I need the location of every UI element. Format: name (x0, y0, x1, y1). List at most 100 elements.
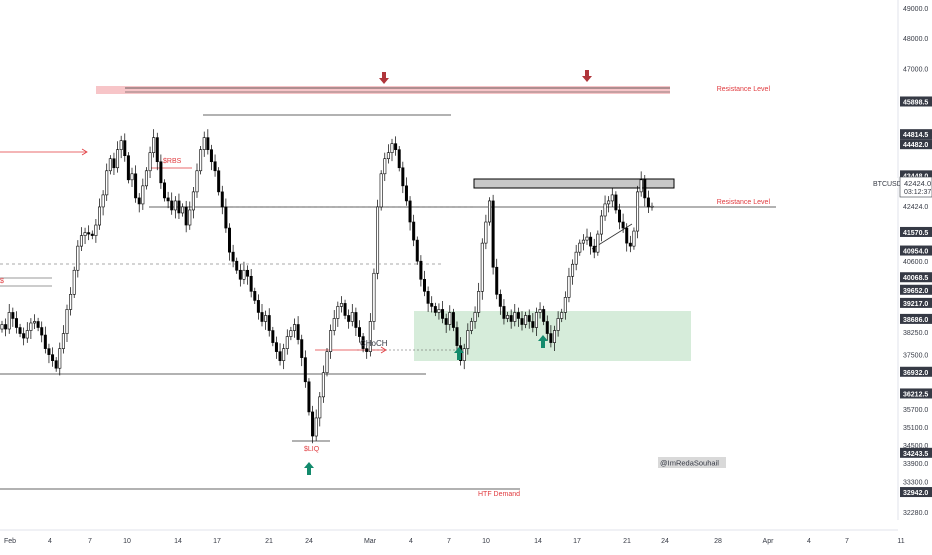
candle (365, 342, 369, 359)
candle (596, 230, 600, 256)
resistance-label-top: Resistance Level (717, 86, 771, 93)
candle (473, 306, 477, 329)
candle (14, 311, 18, 334)
time-tick-label: Feb (4, 538, 16, 545)
candle (433, 302, 437, 317)
candle (466, 323, 470, 355)
candle (90, 230, 94, 240)
candle (469, 317, 473, 335)
candle (487, 197, 491, 226)
candle (581, 234, 585, 251)
candle (491, 194, 495, 275)
candle (390, 138, 394, 162)
watermark-box (658, 457, 726, 468)
svg-text:40068.5: 40068.5 (903, 275, 928, 282)
price-tag: 44814.5 (900, 129, 932, 140)
candle (25, 322, 29, 343)
time-tick-label: 21 (623, 538, 631, 545)
time-tick-label: 14 (534, 538, 542, 545)
candle (235, 257, 239, 274)
candle (571, 259, 575, 285)
candle (552, 325, 556, 352)
time-tick-label: 24 (305, 538, 313, 545)
resistance-label-mid: Resistance Level (717, 199, 771, 206)
candle (195, 163, 199, 198)
time-tick-label: 11 (897, 538, 904, 545)
candle (325, 348, 329, 377)
candle (282, 343, 286, 370)
rbs-label: $RBS (163, 158, 182, 165)
annotations-layer: Resistance Level Resistance Level HTF De… (0, 86, 770, 498)
candle (228, 223, 232, 261)
candle (188, 201, 192, 230)
svg-text:40954.0: 40954.0 (903, 249, 928, 256)
candle (592, 238, 596, 259)
price-tag: 36932.0 (900, 366, 932, 377)
candle (336, 301, 340, 327)
price-tick-label: 48000.0 (903, 36, 928, 43)
candle (556, 311, 560, 337)
arrow-up-icon (304, 462, 314, 475)
candle (61, 325, 65, 354)
price-tick-label: 38250.0 (903, 330, 928, 337)
time-tick-label: 4 (409, 538, 413, 545)
candle (383, 152, 387, 182)
candle (614, 191, 618, 214)
candle (209, 144, 213, 171)
candle (625, 223, 629, 252)
candle (589, 232, 593, 255)
time-tick-label: 24 (661, 538, 669, 545)
candle (538, 302, 542, 319)
candle (621, 213, 625, 233)
price-tick-label: 33300.0 (903, 479, 928, 486)
price-axis[interactable]: 49000.0 48000.0 47000.0 45898.5 44814.5 44482… (868, 0, 932, 520)
candle (617, 203, 621, 230)
candle (231, 244, 235, 268)
candle (462, 343, 466, 370)
candle (455, 321, 459, 353)
candle (329, 324, 333, 359)
price-tick-label: 40600.0 (903, 259, 928, 266)
candle (354, 307, 358, 336)
symbol-label: BTCUSDT (873, 181, 907, 188)
candle (54, 357, 58, 372)
price-tag: 34243.5 (900, 447, 932, 458)
candle (426, 286, 430, 312)
resistance-zone (96, 86, 670, 94)
candle (285, 329, 289, 355)
candle (98, 198, 102, 230)
candle (159, 154, 163, 189)
price-tag: 38686.0 (900, 313, 932, 324)
candle (246, 265, 250, 285)
candle (220, 185, 224, 215)
candle (636, 185, 640, 239)
candle (191, 187, 195, 219)
candle (412, 214, 416, 247)
candle (524, 311, 528, 329)
svg-text:44482.0: 44482.0 (903, 142, 928, 149)
svg-text:38686.0: 38686.0 (903, 317, 928, 324)
candle (628, 235, 632, 253)
candle (274, 336, 278, 359)
candle (76, 240, 80, 278)
candle (567, 267, 571, 303)
time-axis[interactable]: Feb 4 7 10 14 17 21 24 Mar 4 7 10 14 17 21 24 28 Apr 4 7 11 (0, 529, 905, 545)
candle (11, 307, 15, 327)
svg-text:39217.0: 39217.0 (903, 301, 928, 308)
candle (314, 409, 318, 441)
candle (170, 192, 174, 215)
candle (126, 152, 130, 184)
symbol-tag: BTCUSDT 42424.0 03:12:37 (868, 176, 932, 198)
watermark-text: @ImRedaSouhail (660, 459, 719, 468)
candle (242, 261, 246, 285)
candle (18, 323, 22, 338)
time-tick-label: 7 (88, 538, 92, 545)
candle (148, 146, 152, 179)
candle (560, 308, 564, 323)
candle (123, 133, 127, 162)
candle (386, 144, 390, 164)
price-tick-label: 35100.0 (903, 425, 928, 432)
time-tick-label: 17 (213, 538, 221, 545)
